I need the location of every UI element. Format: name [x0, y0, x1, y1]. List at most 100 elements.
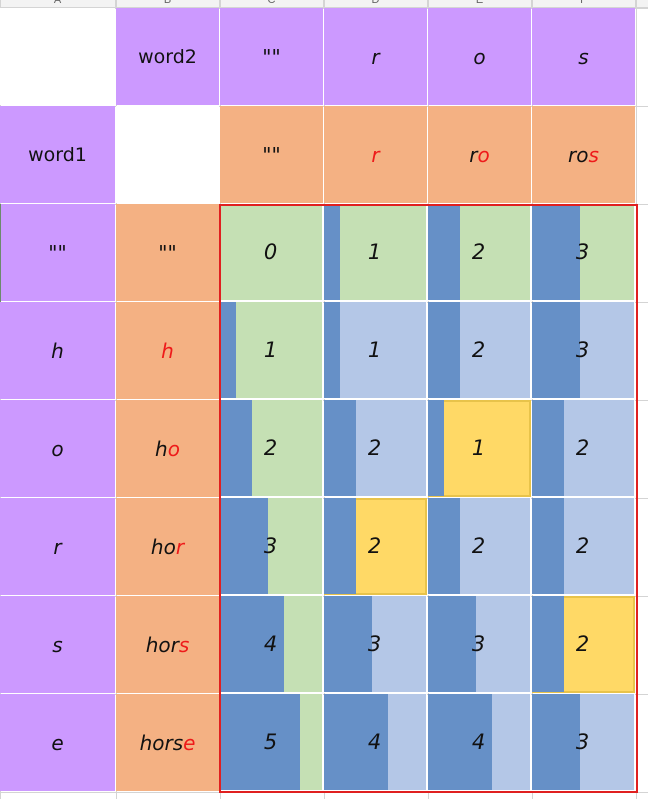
prefix-base: r: [469, 142, 478, 167]
cell-text: s: [52, 632, 63, 657]
cell-text: "": [262, 44, 281, 69]
dp-value: 2: [263, 436, 279, 460]
column-header-b[interactable]: B: [116, 0, 220, 7]
databar: [220, 498, 268, 594]
dp-cell[interactable]: 4: [220, 596, 323, 693]
dp-cell[interactable]: 1: [220, 302, 323, 399]
databar: [428, 302, 460, 398]
dp-cell[interactable]: 1: [324, 204, 427, 301]
databar: [220, 400, 252, 496]
word1-prefix-4[interactable]: hors: [116, 596, 219, 693]
prefix-text: h: [161, 339, 174, 363]
word2-char-1[interactable]: r: [324, 8, 427, 105]
dp-cell[interactable]: 2: [532, 400, 635, 497]
word1-char-0[interactable]: "": [0, 204, 115, 301]
column-header-a[interactable]: A: [0, 0, 116, 7]
dp-cell[interactable]: 2: [324, 498, 427, 595]
word2-prefix-1[interactable]: r: [324, 106, 427, 203]
prefix-new-char: r: [371, 142, 380, 167]
word1-prefix-3[interactable]: hor: [116, 498, 219, 595]
prefix-base: "": [158, 240, 177, 265]
prefix-text: ro: [469, 143, 489, 167]
dp-value: 1: [263, 338, 279, 362]
dp-value: 2: [471, 338, 487, 362]
gridline: [532, 0, 533, 799]
word1-char-5[interactable]: e: [0, 694, 115, 791]
dp-cell[interactable]: 3: [428, 596, 531, 693]
cell-text: r: [371, 44, 380, 69]
dp-cell[interactable]: 2: [532, 596, 635, 693]
dp-cell[interactable]: 3: [532, 694, 635, 791]
column-header-e[interactable]: E: [428, 0, 532, 7]
databar: [220, 302, 236, 398]
cell-text: word2: [138, 45, 197, 68]
word1-char-2[interactable]: o: [0, 400, 115, 497]
databar: [324, 596, 372, 692]
column-header-c[interactable]: C: [220, 0, 324, 7]
word1-prefix-0[interactable]: "": [116, 204, 219, 301]
prefix-new-char: e: [183, 730, 196, 755]
cell-text: "": [48, 240, 67, 265]
word2-char-2[interactable]: o: [428, 8, 531, 105]
dp-cell[interactable]: 0: [220, 204, 323, 301]
word1-prefix-1[interactable]: h: [116, 302, 219, 399]
word1-label[interactable]: word1: [0, 106, 115, 203]
dp-cell[interactable]: 1: [324, 302, 427, 399]
prefix-new-char: s: [588, 142, 599, 167]
dp-value: 2: [575, 436, 591, 460]
prefix-text: horse: [140, 731, 196, 755]
cell-text: h: [51, 338, 64, 363]
column-header-d[interactable]: D: [324, 0, 428, 7]
cell-text: word1: [28, 143, 87, 166]
dp-cell[interactable]: 2: [428, 204, 531, 301]
cell-text: o: [51, 436, 64, 461]
dp-value: 3: [471, 632, 487, 656]
dp-cell[interactable]: 2: [324, 400, 427, 497]
dp-cell[interactable]: 3: [324, 596, 427, 693]
prefix-text: r: [371, 143, 379, 167]
databar: [428, 400, 444, 496]
prefix-base: "": [262, 142, 281, 167]
gridline: [428, 0, 429, 799]
databar: [428, 498, 460, 594]
dp-cell[interactable]: 2: [428, 302, 531, 399]
word1-prefix-2[interactable]: ho: [116, 400, 219, 497]
dp-cell[interactable]: 3: [532, 204, 635, 301]
word1-char-4[interactable]: s: [0, 596, 115, 693]
dp-cell[interactable]: 3: [532, 302, 635, 399]
prefix-base: ho: [150, 534, 176, 559]
dp-cell[interactable]: 4: [428, 694, 531, 791]
word2-prefix-2[interactable]: ro: [428, 106, 531, 203]
column-header-f[interactable]: F: [532, 0, 636, 7]
dp-value: 1: [367, 240, 383, 264]
databar: [532, 498, 564, 594]
dp-cell[interactable]: 1: [428, 400, 531, 497]
dp-value: 1: [471, 436, 487, 460]
dp-cell[interactable]: 2: [428, 498, 531, 595]
databar: [532, 302, 580, 398]
word2-prefix-0[interactable]: "": [220, 106, 323, 203]
blank-cell[interactable]: [0, 8, 115, 105]
dp-value: 3: [575, 730, 591, 754]
word2-prefix-3[interactable]: ros: [532, 106, 635, 203]
cell-text: e: [51, 730, 64, 755]
blank-cell[interactable]: [116, 106, 219, 203]
dp-cell[interactable]: 5: [220, 694, 323, 791]
word1-char-1[interactable]: h: [0, 302, 115, 399]
dp-cell[interactable]: 2: [220, 400, 323, 497]
prefix-base: ro: [568, 142, 589, 167]
dp-cell[interactable]: 2: [532, 498, 635, 595]
dp-value: 3: [575, 338, 591, 362]
dp-value: 2: [367, 436, 383, 460]
word2-char-3[interactable]: s: [532, 8, 635, 105]
word1-prefix-5[interactable]: horse: [116, 694, 219, 791]
word2-char-0[interactable]: "": [220, 8, 323, 105]
prefix-new-char: o: [167, 436, 180, 461]
dp-cell[interactable]: 3: [220, 498, 323, 595]
databar: [324, 204, 340, 300]
word1-char-3[interactable]: r: [0, 498, 115, 595]
dp-cell[interactable]: 4: [324, 694, 427, 791]
gridline: [0, 0, 1, 799]
prefix-base: h: [155, 436, 168, 461]
word2-label[interactable]: word2: [116, 8, 219, 105]
